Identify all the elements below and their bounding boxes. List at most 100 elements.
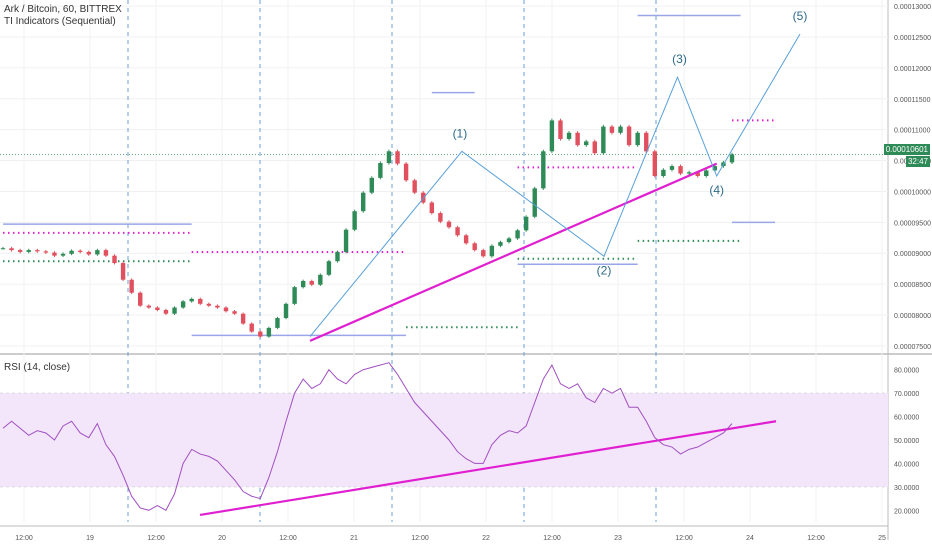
- countdown-tag: 32:47: [905, 156, 930, 167]
- candle-body: [541, 151, 546, 189]
- candle: [609, 124, 615, 135]
- candle-body: [575, 132, 580, 146]
- candle: [258, 330, 263, 338]
- candle-body: [412, 180, 417, 193]
- time-tick-label: 24: [746, 535, 754, 542]
- time-tick-label: 12:00: [15, 535, 33, 542]
- candle: [172, 306, 177, 315]
- price-tick-label: 0.00008500: [894, 282, 931, 289]
- elliott-wave-line: [309, 33, 801, 337]
- candle-body: [309, 280, 314, 285]
- overlays: (1) (2) (3) (4) (5): [2, 9, 807, 517]
- candle: [378, 161, 383, 180]
- candle: [446, 220, 452, 229]
- rsi-tick-label: 40.0000: [894, 461, 919, 468]
- candle-body: [635, 132, 640, 146]
- price-tick-label: 0.00013000: [894, 4, 931, 11]
- candle-body: [223, 307, 229, 312]
- candle-body: [429, 202, 435, 214]
- candle: [584, 139, 589, 147]
- candle-body: [258, 331, 263, 337]
- time-tick-label: 20: [218, 535, 226, 542]
- rsi-line: [2, 362, 733, 511]
- candle-body: [0, 248, 6, 250]
- candle-body: [172, 307, 177, 314]
- time-tick-label: 12:00: [147, 535, 165, 542]
- candle-body: [86, 251, 91, 255]
- candle-body: [592, 141, 597, 154]
- candle-body: [558, 120, 563, 139]
- candle: [249, 322, 254, 333]
- candle: [318, 273, 323, 286]
- candle: [361, 191, 366, 213]
- candle: [69, 249, 74, 256]
- candle: [60, 252, 66, 258]
- candle-body: [43, 251, 49, 253]
- candle-body: [318, 274, 323, 285]
- time-tick-label: 12:00: [279, 535, 297, 542]
- candle-body: [712, 166, 718, 171]
- candle-body: [112, 255, 117, 264]
- candle-body: [618, 126, 623, 133]
- candle-body: [180, 301, 186, 308]
- candle: [421, 191, 426, 205]
- time-tick-label: 12:00: [411, 535, 429, 542]
- candle: [9, 246, 14, 252]
- candle: [275, 316, 280, 330]
- candle: [532, 186, 537, 219]
- candle: [352, 209, 357, 232]
- candle: [335, 250, 340, 263]
- candle-body: [472, 243, 477, 251]
- price-trend-line: [309, 162, 718, 342]
- price-tick-label: 0.00012500: [894, 35, 931, 42]
- candle: [729, 152, 735, 165]
- candle-body: [626, 126, 632, 146]
- candle-body: [584, 141, 589, 146]
- wave-label: (1): [453, 126, 468, 140]
- candle: [180, 300, 186, 309]
- candle: [566, 131, 572, 141]
- time-tick-label: 12:00: [543, 535, 561, 542]
- candle: [0, 246, 6, 250]
- candle: [300, 279, 306, 289]
- candle-body: [240, 313, 246, 324]
- candle: [635, 131, 640, 147]
- candle-body: [283, 303, 289, 319]
- axes: 0.00007500 0.00008000 0.00008500 0.00009000…: [15, 4, 931, 542]
- candle: [35, 248, 40, 253]
- candle: [498, 240, 503, 248]
- candle: [523, 215, 529, 232]
- candle: [395, 149, 400, 166]
- candle: [386, 149, 392, 165]
- candle-body: [644, 132, 649, 152]
- candle-body: [189, 298, 194, 302]
- candle: [138, 291, 143, 307]
- candle-body: [60, 253, 66, 256]
- candle: [112, 254, 117, 265]
- candle: [626, 124, 632, 147]
- candle: [455, 225, 460, 237]
- candle: [43, 249, 49, 254]
- time-tick-label: 12:00: [807, 535, 825, 542]
- candle-body: [446, 221, 452, 228]
- candle-body: [686, 172, 692, 174]
- candle-body: [566, 132, 572, 139]
- candle: [206, 302, 212, 307]
- candle: [283, 302, 289, 320]
- candle-body: [506, 238, 512, 243]
- candle: [369, 176, 374, 195]
- candle-body: [26, 250, 31, 252]
- candle: [309, 279, 314, 286]
- candle-body: [695, 172, 700, 176]
- candle-body: [275, 318, 280, 328]
- chart-title: Ark / Bitcoin, 60, BITTREX: [4, 4, 122, 15]
- price-tick-label: 0.00011000: [894, 128, 931, 135]
- candle: [652, 149, 658, 178]
- candle-body: [206, 303, 212, 306]
- candle-body: [138, 292, 143, 306]
- candle-body: [146, 305, 151, 308]
- time-tick-label: 22: [482, 535, 490, 542]
- wave-label: (3): [672, 52, 687, 66]
- candle-body: [601, 126, 606, 154]
- candle: [601, 124, 606, 155]
